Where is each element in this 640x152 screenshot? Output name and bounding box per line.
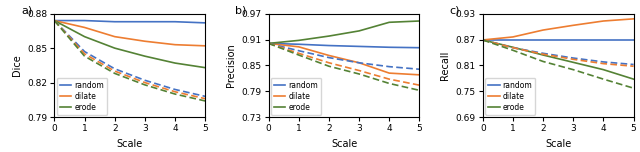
X-axis label: Scale: Scale [545,138,572,149]
Legend: random, dilate, erode: random, dilate, erode [57,78,107,115]
Legend: random, dilate, erode: random, dilate, erode [271,78,321,115]
Text: b): b) [236,5,247,15]
Legend: random, dilate, erode: random, dilate, erode [485,78,536,115]
X-axis label: Scale: Scale [331,138,357,149]
Y-axis label: Precision: Precision [226,43,236,87]
X-axis label: Scale: Scale [116,138,143,149]
Text: a): a) [21,5,33,15]
Y-axis label: Recall: Recall [440,51,450,80]
Text: c): c) [449,5,460,15]
Y-axis label: Dice: Dice [12,54,22,76]
